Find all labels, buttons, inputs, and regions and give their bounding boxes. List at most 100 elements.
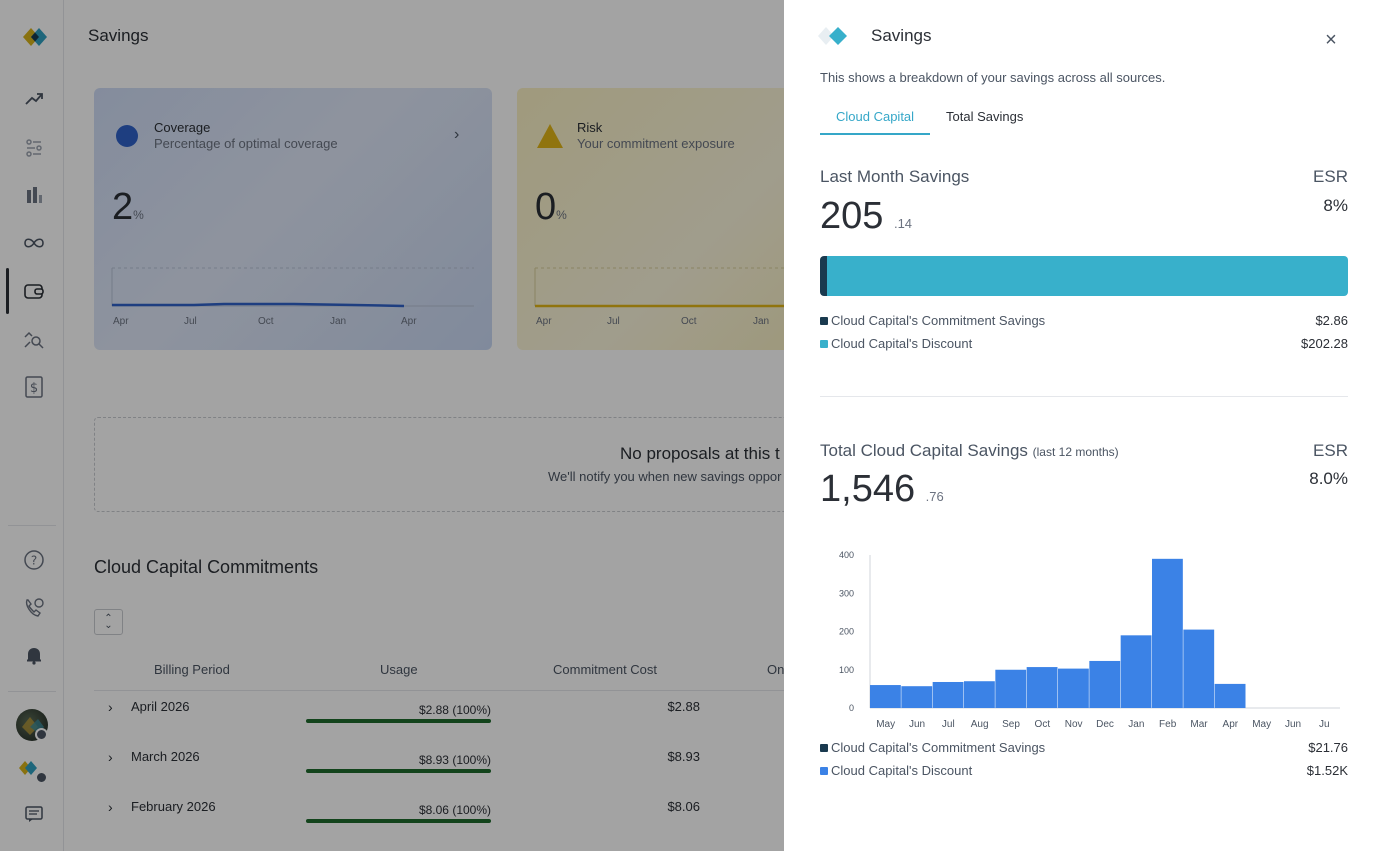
active-nav-indicator [6,268,9,314]
expand-chevron-icon[interactable]: › [108,799,113,815]
app-logo-icon[interactable] [14,22,52,52]
esr-label: ESR [1313,167,1348,186]
esr-label: ESR [1313,441,1348,460]
usage-progress-bar [306,819,491,823]
usage-value: $8.06 (100%) [418,803,491,817]
section-divider [820,396,1348,397]
modal-backdrop[interactable] [0,0,784,851]
x-tick-label: Jan [1128,719,1144,730]
search-analytics-icon[interactable] [20,325,48,353]
commitment-savings-segment [820,256,828,296]
rail-divider [8,691,56,692]
legend-swatch [820,744,828,752]
x-tick-label: Dec [1096,719,1114,730]
commitments-section-title: Cloud Capital Commitments [94,557,319,577]
column-header[interactable]: Commitment Cost [553,662,658,677]
empty-state-title: No proposals at this t [620,444,780,463]
x-tick-label: Ju [1319,719,1330,730]
account-badge-icon [35,771,48,784]
coverage-card[interactable]: Coverage Percentage of optimal coverage … [94,88,492,350]
infinity-icon[interactable] [20,229,48,257]
close-icon[interactable]: × [1325,28,1337,51]
table-row[interactable]: › April 2026 $2.88 (100%) $2.88 [94,690,994,740]
drawer-title: Savings [871,26,932,45]
legend-label: Cloud Capital's Commitment Savings [831,740,1046,755]
column-header[interactable]: Billing Period [154,662,230,677]
discount-bar [1152,558,1183,708]
axis-tick-label: Jul [184,316,197,327]
column-header[interactable]: Usage [380,662,418,677]
axis-tick-label: Jul [607,316,620,327]
rail-divider [8,525,56,526]
billing-period: April 2026 [131,699,190,714]
commitment-cost: $2.88 [667,699,700,714]
discount-bar [995,669,1027,708]
monthly-savings-chart: 0 100 200 300 400 May Jun Jul Aug Sep Oct Nov Dec Jan… [839,550,1340,730]
table-header-divider [94,690,994,691]
svg-text:$: $ [30,381,38,396]
usage-progress-bar [306,719,491,723]
support-call-icon[interactable] [20,594,48,622]
tab-total-savings[interactable]: Total Savings [946,109,1024,124]
discount-segment [827,256,1348,296]
feedback-message-icon[interactable] [20,800,48,828]
filters-icon[interactable] [20,133,48,161]
empty-state-subtitle: We'll notify you when new savings oppor [548,469,782,484]
savings-logo-icon [818,27,847,45]
card-value: 0% [535,186,567,228]
discount-bar [901,686,933,708]
legend-value: $202.28 [1301,336,1348,351]
commitment-cost: $8.93 [667,749,700,764]
wallet-icon[interactable] [20,277,48,305]
savings-drawer: Savings × This shows a breakdown of your… [784,0,1384,851]
tab-cloud-capital[interactable]: Cloud Capital [820,109,930,135]
trending-up-icon[interactable] [20,85,48,113]
y-tick-label: 0 [849,703,854,713]
left-navigation-rail: $ ? [0,0,64,851]
notifications-bell-icon[interactable] [20,641,48,669]
legend-value: $21.76 [1308,740,1348,755]
commitment-cost: $8.06 [667,799,700,814]
column-header[interactable]: On [767,662,785,677]
esr-value: 8% [1323,196,1348,215]
x-tick-label: Sep [1002,719,1020,730]
usage-value: $2.88 (100%) [418,703,491,717]
axis-tick-label: Apr [113,316,129,327]
usage-value: $8.93 (100%) [418,753,491,767]
help-icon[interactable]: ? [20,546,48,574]
x-tick-label: May [876,719,895,730]
legend-item: Cloud Capital's Commitment Savings $2.86 [820,313,1348,331]
total-savings-value: 1,546 .76 [820,468,944,510]
chevron-right-icon[interactable]: › [454,126,460,143]
legend-label: Cloud Capital's Discount [831,763,973,778]
table-row[interactable]: › March 2026 $8.93 (100%) $8.93 [94,740,994,790]
savings-breakdown-bar [820,256,1348,296]
legend-item: Cloud Capital's Discount $1.52K [820,763,1348,781]
y-tick-label: 200 [839,627,854,637]
billing-dollar-icon[interactable]: $ [20,373,48,401]
x-tick-label: Aug [971,719,989,730]
last-month-savings-value: 205 .14 [820,195,913,237]
sort-toggle-button[interactable]: ⌃ ⌄ [94,609,123,635]
expand-chevron-icon[interactable]: › [108,749,113,765]
billing-period: March 2026 [131,749,200,764]
card-subtitle: Percentage of optimal coverage [154,136,338,151]
x-tick-label: Jul [942,719,955,730]
x-tick-label: Feb [1159,719,1177,730]
axis-tick-label: Oct [681,316,697,327]
x-tick-label: Oct [1035,719,1051,730]
bar-chart-icon[interactable] [20,181,48,209]
discount-bar [1120,635,1152,708]
org-logo-icon[interactable] [18,758,48,782]
expand-chevron-icon[interactable]: › [108,699,113,715]
page-title: Savings [88,26,149,45]
coverage-dot-icon [116,125,138,147]
legend-item: Cloud Capital's Discount $202.28 [820,336,1348,354]
y-tick-label: 400 [839,550,854,560]
discount-bar [1183,629,1215,708]
legend-value: $1.52K [1306,763,1348,778]
legend-swatch [820,340,828,348]
discount-bar [870,685,901,708]
table-row[interactable]: › February 2026 $8.06 (100%) $8.06 [94,790,994,840]
x-tick-label: May [1252,719,1271,730]
